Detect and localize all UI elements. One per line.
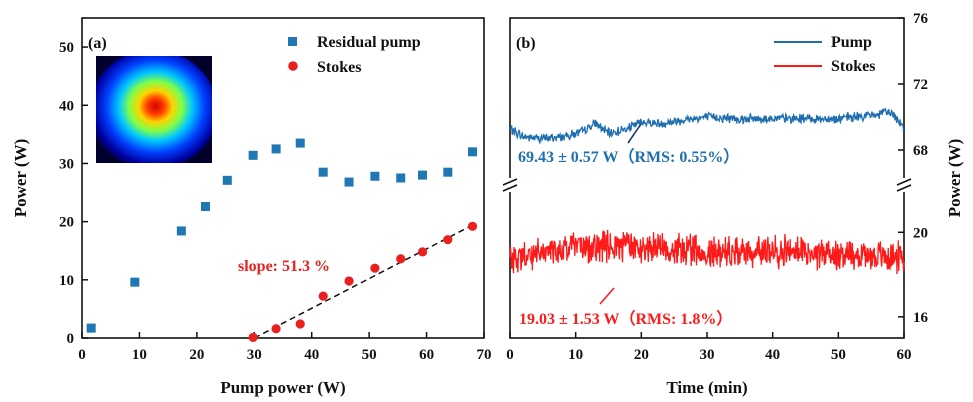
- panel-a-x-tick-label-6: 60: [419, 347, 434, 363]
- panel-a-x-ticks: 0 10 20 30 40 50 60 70: [78, 332, 492, 363]
- panel-a-x-tick-label-3: 30: [247, 347, 262, 363]
- residual-pump-point-6: [271, 144, 281, 154]
- panel-a-x-tick-label-0: 0: [78, 347, 86, 363]
- panel-b-y-tick-label-lower-0: 16: [913, 310, 929, 326]
- panel-a-x-axis-title: Pump power (W): [220, 378, 345, 397]
- residual-pump-point-3: [200, 202, 210, 212]
- panel-b-x-tick-label-6: 60: [897, 347, 912, 363]
- residual-pump-point-5: [248, 150, 258, 160]
- fit-line-segment: [253, 224, 473, 339]
- legend-label-residual-pump: Residual pump: [317, 34, 421, 51]
- panel-a-x-tick-label-7: 70: [477, 347, 492, 363]
- panel-a-x-tick-label-5: 50: [362, 347, 377, 363]
- residual-pump-point-11: [396, 173, 406, 183]
- panel-a-y-tick-label-1: 10: [59, 273, 74, 289]
- stokes-point-6: [396, 254, 406, 264]
- panel-b-x-tick-label-0: 0: [506, 347, 514, 363]
- residual-pump-point-7: [295, 138, 305, 148]
- panel-b-x-ticks: 0 10 20 30 40 50 60: [506, 332, 912, 363]
- panel-a-y-ticks: 0 10 20 30 40 50: [59, 40, 88, 347]
- stokes-point-9: [467, 221, 478, 231]
- panel-b-legend: Pump Stokes: [774, 34, 875, 75]
- stokes-annotation-pointer: [599, 287, 615, 305]
- panel-a-frame: [81, 17, 485, 339]
- stokes-stability-annotation: 19.03 ± 1.53 W（RMS: 1.8%）: [519, 310, 732, 328]
- stokes-point-1: [271, 324, 281, 334]
- panel-b-x-axis-title: Time (min): [666, 378, 747, 397]
- panel-a-y-tick-label-3: 30: [59, 156, 74, 172]
- pump-stability-annotation: 69.43 ± 0.57 W（RMS: 0.55%）: [518, 148, 739, 166]
- panel-a-y-axis-title: Power (W): [11, 139, 30, 218]
- stokes-point-4: [344, 276, 354, 286]
- stokes-point-5: [370, 263, 380, 273]
- beam-profile-image: [96, 56, 212, 163]
- panel-b-series: [509, 107, 905, 275]
- stokes-point-0: [248, 332, 258, 343]
- residual-pump-point-12: [418, 170, 428, 180]
- panel-b-y-ticks: 68 72 76 16 20: [898, 11, 929, 326]
- stokes-time-series: [509, 229, 905, 275]
- stokes-point-3: [318, 291, 328, 301]
- panel-a-y-tick-label-0: 0: [67, 331, 75, 347]
- panel-a-points: [86, 138, 478, 343]
- panel-a-y-tick-label-5: 50: [59, 40, 74, 56]
- residual-pump-point-4: [222, 175, 232, 185]
- residual-pump-point-8: [318, 167, 328, 177]
- stokes-point-2: [295, 319, 305, 329]
- panel-a-x-tick-label-4: 40: [304, 347, 319, 363]
- legend-label-pump: Pump: [831, 34, 872, 51]
- panel-b-y-axis-title: Power (W): [945, 139, 964, 218]
- residual-pump-point-9: [344, 177, 354, 187]
- panel-b-y-tick-label-lower-1: 20: [913, 225, 928, 241]
- pump-time-series: [509, 107, 905, 145]
- slope-annotation: slope: 51.3 %: [238, 258, 330, 275]
- panel-a-x-tick-label-1: 10: [132, 347, 147, 363]
- panel-a: 0 10 20 30 40 50 60 70 0 10 20 30 40 50 (a) Pump pow…: [11, 17, 492, 397]
- residual-pump-point-0: [86, 323, 96, 333]
- residual-pump-point-2: [176, 226, 186, 236]
- pump-annotation-pointer: [627, 123, 642, 144]
- panel-a-y-tick-label-2: 20: [59, 215, 74, 231]
- panel-b-y-tick-label-upper-0: 68: [913, 143, 928, 159]
- stokes-point-8: [443, 235, 453, 245]
- panel-b-label: (b): [516, 35, 536, 52]
- fit-line: [253, 224, 473, 339]
- residual-pump-point-13: [443, 167, 453, 177]
- panel-b-y-tick-label-upper-1: 72: [913, 77, 928, 93]
- residual-pump-point-1: [130, 277, 140, 287]
- panel-b-x-tick-label-2: 20: [634, 347, 649, 363]
- panel-b-x-tick-label-1: 10: [568, 347, 583, 363]
- stokes-point-7: [417, 247, 428, 257]
- legend-label-stokes: Stokes: [317, 59, 361, 76]
- panel-a-x-tick-label-2: 20: [189, 347, 204, 363]
- panel-b-x-tick-label-5: 50: [831, 347, 846, 363]
- residual-pump-point-10: [370, 171, 380, 181]
- legend-marker-residual-pump: [288, 37, 297, 46]
- panel-a-label: (a): [88, 35, 107, 52]
- panel-b-y-tick-label-upper-2: 76: [913, 11, 929, 27]
- legend-marker-stokes: [288, 61, 298, 71]
- residual-pump-point-14: [468, 147, 478, 157]
- legend-label-stokes-b: Stokes: [831, 58, 875, 75]
- panel-b-x-tick-label-3: 30: [700, 347, 715, 363]
- panel-b-x-tick-label-4: 40: [765, 347, 780, 363]
- axis-break: [502, 178, 912, 192]
- panel-a-y-tick-label-4: 40: [59, 98, 74, 114]
- panel-a-legend: Residual pump Stokes: [288, 34, 421, 76]
